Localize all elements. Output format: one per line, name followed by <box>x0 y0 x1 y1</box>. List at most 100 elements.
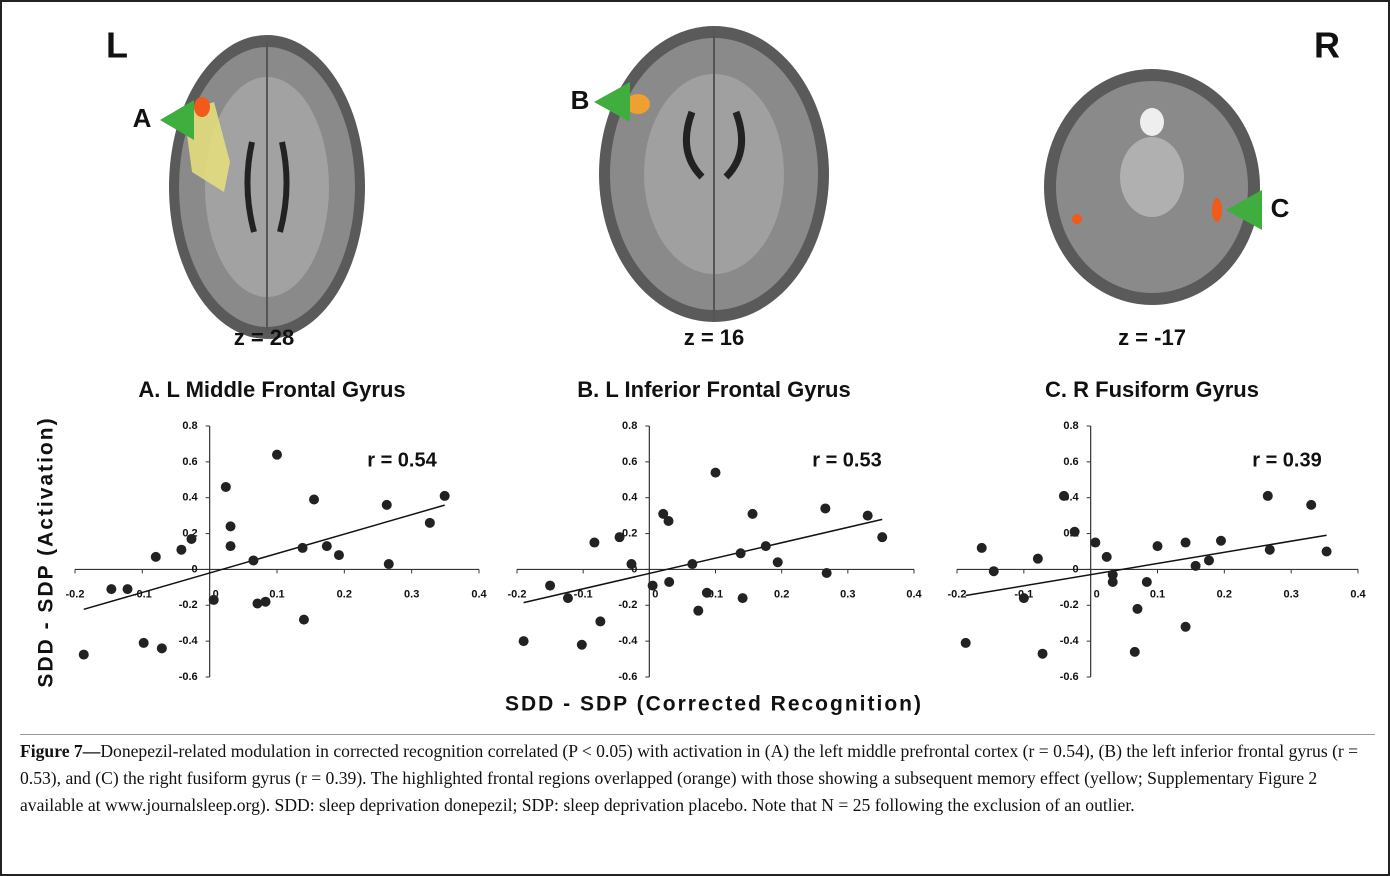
data-point <box>748 509 758 519</box>
y-tick-label: 0.6 <box>622 456 637 468</box>
data-point <box>1059 491 1069 501</box>
data-point <box>176 545 186 555</box>
annotation: r = 0.39 <box>1252 449 1322 471</box>
data-point <box>595 616 605 626</box>
data-point <box>736 548 746 558</box>
hemisphere-label: L <box>106 25 128 66</box>
data-point <box>248 555 258 565</box>
data-point <box>1070 527 1080 537</box>
data-point <box>157 643 167 653</box>
chart-title: B. L Inferior Frontal Gyrus <box>577 377 850 402</box>
data-point <box>1181 622 1191 632</box>
x-tick-label: 0.3 <box>1284 588 1299 600</box>
y-tick-label: -0.2 <box>179 599 198 611</box>
data-point <box>1322 547 1332 557</box>
data-point <box>1019 593 1029 603</box>
x-tick-label: -0.2 <box>948 588 967 600</box>
data-point <box>626 559 636 569</box>
data-point <box>226 541 236 551</box>
region-marker: B <box>571 85 590 115</box>
data-point <box>989 566 999 576</box>
data-point <box>961 638 971 648</box>
data-point <box>761 541 771 551</box>
y-tick-label: -0.6 <box>1060 671 1079 683</box>
data-point <box>577 640 587 650</box>
y-tick-label: 0.8 <box>622 420 637 432</box>
data-point <box>106 584 116 594</box>
annotation: r = 0.54 <box>367 449 437 471</box>
data-point <box>209 595 219 605</box>
trend-line <box>84 505 445 609</box>
data-point <box>1090 538 1100 548</box>
slice-z-label: z = -17 <box>1118 325 1186 350</box>
data-point <box>440 491 450 501</box>
data-point <box>877 532 887 542</box>
y-tick-label: -0.6 <box>179 671 198 683</box>
data-point <box>711 468 721 478</box>
data-point <box>773 557 783 567</box>
data-point <box>687 559 697 569</box>
x-axis-label: SDD - SDP (Corrected Recognition) <box>505 693 923 716</box>
x-tick-label: 0.1 <box>1150 588 1165 600</box>
data-point <box>563 593 573 603</box>
y-tick-label: 0.8 <box>1063 420 1078 432</box>
data-point <box>1033 554 1043 564</box>
data-point <box>1102 552 1112 562</box>
data-point <box>589 538 599 548</box>
brain-slice-b <box>594 26 829 322</box>
data-point <box>221 482 231 492</box>
data-point <box>977 543 987 553</box>
data-point <box>299 615 309 625</box>
data-point <box>261 597 271 607</box>
data-point <box>693 606 703 616</box>
y-tick-label: -0.4 <box>618 635 638 647</box>
slice-z-label: z = 28 <box>234 325 295 350</box>
data-point <box>1204 555 1214 565</box>
x-tick-label: -0.2 <box>508 588 527 600</box>
data-point <box>1216 536 1226 546</box>
brain-slice-a <box>160 35 365 339</box>
x-tick-label: 0.4 <box>471 588 487 600</box>
data-point <box>334 550 344 560</box>
slice-z-label: z = 16 <box>684 325 745 350</box>
data-point <box>1108 577 1118 587</box>
caption-text: Donepezil-related modulation in correcte… <box>20 741 1358 815</box>
data-point <box>186 534 196 544</box>
x-tick-label: 0.1 <box>269 588 284 600</box>
data-point <box>1181 538 1191 548</box>
y-tick-label: 0.6 <box>182 456 197 468</box>
data-point <box>298 543 308 553</box>
region-marker: C <box>1271 193 1290 223</box>
data-point <box>1306 500 1316 510</box>
data-point <box>151 552 161 562</box>
y-tick-label: -0.2 <box>1060 599 1079 611</box>
chart-title: C. R Fusiform Gyrus <box>1045 377 1259 402</box>
data-point <box>309 495 319 505</box>
data-point <box>820 503 830 513</box>
x-tick-label: 0.2 <box>774 588 789 600</box>
y-tick-label: 0 <box>192 563 198 575</box>
data-point <box>139 638 149 648</box>
caption: Figure 7—Donepezil-related modulation in… <box>20 734 1375 819</box>
data-point <box>1263 491 1273 501</box>
data-point <box>519 636 529 646</box>
x-tick-label: 0.2 <box>1217 588 1232 600</box>
data-point <box>863 511 873 521</box>
hemisphere-label: R <box>1314 25 1340 66</box>
data-point <box>822 568 832 578</box>
data-point <box>1153 541 1163 551</box>
data-point <box>322 541 332 551</box>
data-point <box>123 584 133 594</box>
y-tick-label: 0.4 <box>182 492 198 504</box>
x-tick-label: 0.3 <box>840 588 855 600</box>
figure: L R A B C z = 28 z = 16 z = -17 SDD - SD… <box>2 2 1388 727</box>
data-point <box>425 518 435 528</box>
data-point <box>1130 647 1140 657</box>
figure-page: L R A B C z = 28 z = 16 z = -17 SDD - SD… <box>0 0 1390 876</box>
x-tick-label: 0.2 <box>337 588 352 600</box>
data-point <box>226 521 236 531</box>
chart-title: A. L Middle Frontal Gyrus <box>138 377 405 402</box>
brain-slice-c <box>1044 69 1262 305</box>
y-tick-label: -0.4 <box>179 635 199 647</box>
data-point <box>702 588 712 598</box>
